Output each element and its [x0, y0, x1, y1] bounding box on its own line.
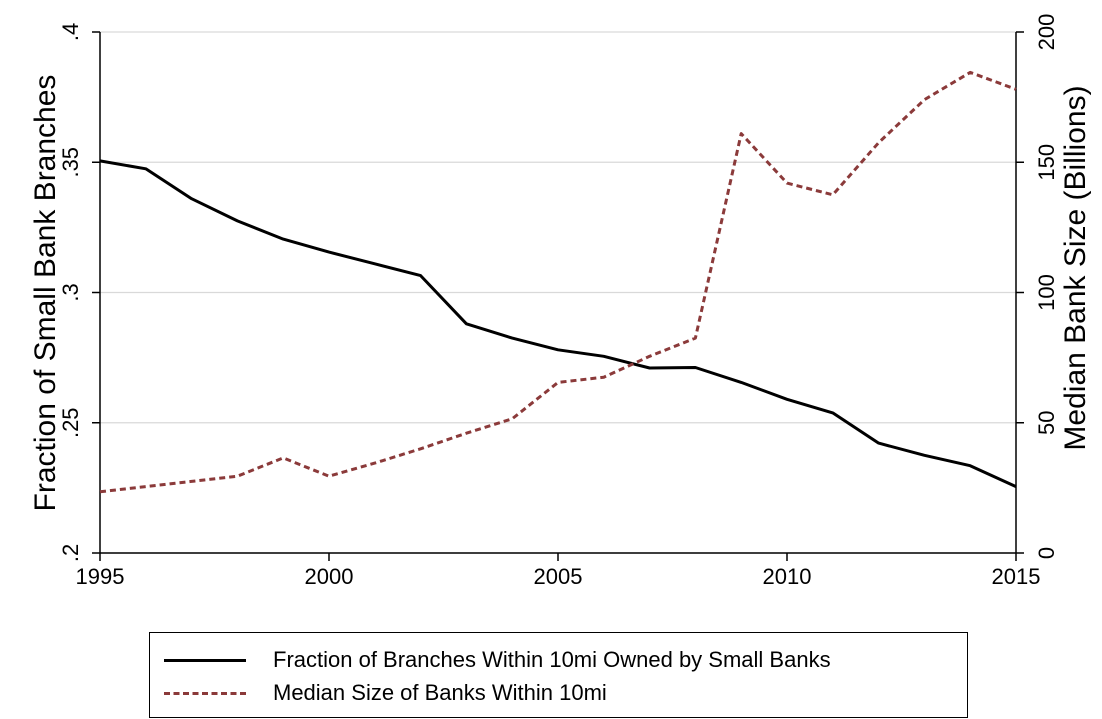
- legend: Fraction of Branches Within 10mi Owned b…: [149, 632, 968, 718]
- y-tick-label-right-3: 150: [1034, 144, 1059, 181]
- y-tick-label-left-1: .25: [58, 407, 83, 438]
- y-tick-label-left-2: .3: [58, 283, 83, 301]
- series-layer: [99, 70, 1017, 494]
- y-tick-label-right-0: 0: [1034, 547, 1059, 559]
- x-tick-label-0: 1995: [76, 564, 125, 589]
- y-axis-label-right: Median Bank Size (Billions): [1059, 85, 1092, 450]
- legend-item-fraction: Fraction of Branches Within 10mi Owned b…: [164, 645, 831, 675]
- legend-swatch-median-size: [164, 691, 246, 695]
- legend-label-fraction: Fraction of Branches Within 10mi Owned b…: [273, 647, 831, 672]
- series-line-median-size: [99, 70, 1017, 494]
- legend-swatch-fraction: [164, 658, 246, 662]
- y-tick-label-right-1: 50: [1034, 411, 1059, 435]
- chart: .2 .25 .3 .35 .4 0 50 100 150 200 1995 2000 2005 2010…: [29, 14, 1092, 589]
- y-tick-label-left-0: .2: [58, 544, 83, 562]
- y-tick-label-left-3: .35: [58, 147, 83, 178]
- x-tick-label-3: 2010: [763, 564, 812, 589]
- y-tick-label-right-4: 200: [1034, 14, 1059, 51]
- legend-label-median-size: Median Size of Banks Within 10mi: [273, 680, 607, 705]
- x-tick-label-4: 2015: [992, 564, 1041, 589]
- series-line-fraction: [99, 159, 1017, 488]
- x-tick-label-2: 2005: [534, 564, 583, 589]
- y-tick-label-right-2: 100: [1034, 274, 1059, 311]
- legend-item-median-size: Median Size of Banks Within 10mi: [164, 678, 607, 708]
- gridlines: [100, 31, 1016, 554]
- y-axis-label-left: Fraction of Small Bank Branches: [29, 75, 62, 512]
- y-tick-label-left-4: .4: [58, 23, 83, 41]
- axes: .2 .25 .3 .35 .4 0 50 100 150 200 1995 2000 2005 2010…: [58, 14, 1059, 589]
- x-tick-label-1: 2000: [305, 564, 354, 589]
